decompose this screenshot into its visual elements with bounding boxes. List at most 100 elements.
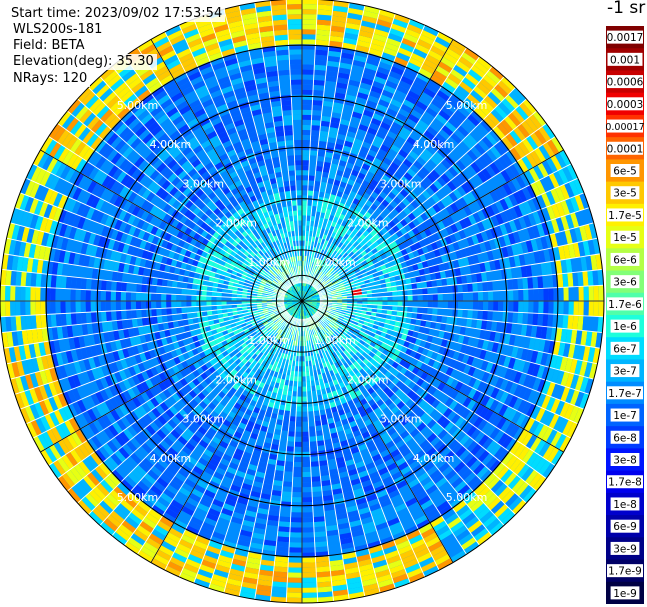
range-cell [315, 34, 330, 41]
range-cell [342, 145, 352, 153]
range-cell [592, 238, 601, 255]
range-cell [434, 401, 445, 412]
range-cell [559, 184, 570, 200]
range-cell [436, 337, 443, 347]
range-cell [347, 125, 358, 134]
range-cell [407, 306, 413, 313]
range-cell [407, 265, 414, 273]
range-cell [515, 175, 527, 190]
range-cell [462, 396, 473, 408]
range-cell [361, 179, 370, 188]
range-cell [396, 166, 407, 176]
range-cell [458, 394, 468, 406]
range-cell [437, 381, 446, 392]
range-cell [505, 133, 518, 148]
range-cell [493, 301, 499, 312]
range-cell [572, 272, 579, 287]
range-cell [427, 49, 443, 62]
range-cell [419, 179, 430, 190]
range-cell [533, 250, 541, 264]
range-cell [335, 276, 342, 281]
range-cell [511, 87, 527, 103]
range-cell [389, 161, 400, 171]
range-cell [444, 155, 456, 167]
range-cell [415, 224, 425, 234]
range-cell [536, 209, 547, 224]
range-cell [335, 82, 349, 90]
range-cell [353, 138, 364, 146]
range-cell [416, 156, 427, 167]
range-cell [564, 229, 573, 245]
range-cell [416, 38, 433, 50]
range-cell [454, 109, 468, 122]
range-cell [562, 166, 574, 183]
range-cell [524, 117, 539, 133]
range-cell [475, 272, 483, 283]
range-cell [473, 85, 488, 100]
range-cell [339, 57, 354, 65]
range-cell [311, 295, 317, 298]
range-cell [372, 301, 378, 305]
range-cell [507, 112, 522, 127]
range-cell [403, 215, 412, 225]
range-cell [340, 250, 346, 257]
range-cell [306, 297, 312, 300]
range-cell [404, 66, 419, 77]
range-cell [547, 274, 554, 289]
range-cell [426, 125, 439, 137]
range-cell [333, 272, 339, 278]
range-cell [401, 37, 417, 49]
range-cell [307, 190, 314, 196]
range-cell [426, 314, 433, 322]
range-cell [380, 313, 387, 319]
range-cell [472, 223, 481, 235]
range-cell [302, 34, 316, 40]
range-cell [314, 59, 328, 66]
range-cell [402, 301, 408, 307]
range-cell [346, 257, 353, 263]
range-cell [323, 192, 331, 199]
range-cell [508, 369, 518, 383]
range-cell [544, 411, 555, 427]
range-cell [464, 345, 473, 356]
range-cell [466, 236, 475, 247]
range-cell [555, 370, 565, 385]
range-cell [311, 120, 321, 126]
range-cell [377, 126, 389, 136]
range-cell [477, 310, 483, 320]
range-cell [306, 301, 313, 303]
range-cell [334, 284, 340, 289]
range-cell [302, 114, 312, 121]
range-cell [455, 60, 471, 73]
range-cell [318, 140, 328, 147]
range-cell [408, 150, 420, 161]
range-cell [343, 260, 349, 267]
range-cell [311, 304, 317, 308]
range-cell [598, 285, 604, 301]
range-cell [457, 309, 463, 318]
range-cell [425, 54, 441, 66]
range-cell [426, 280, 433, 288]
range-cell [293, 456, 302, 463]
range-cell [498, 403, 509, 417]
range-cell [507, 311, 514, 324]
range-cell [503, 115, 518, 130]
range-cell [530, 325, 538, 339]
range-cell [337, 186, 346, 193]
range-cell [306, 215, 311, 221]
range-cell [475, 185, 486, 198]
range-cell [352, 241, 359, 248]
range-cell [449, 233, 458, 244]
range-cell [330, 320, 336, 325]
range-cell [568, 405, 580, 422]
range-cell [302, 129, 311, 136]
range-cell [472, 254, 480, 265]
range-cell [418, 354, 427, 363]
range-cell [311, 267, 315, 273]
range-cell [328, 313, 335, 317]
range-cell [517, 359, 526, 373]
range-cell [309, 306, 315, 311]
range-cell [407, 329, 414, 337]
range-cell [520, 324, 528, 337]
range-cell [296, 396, 302, 402]
